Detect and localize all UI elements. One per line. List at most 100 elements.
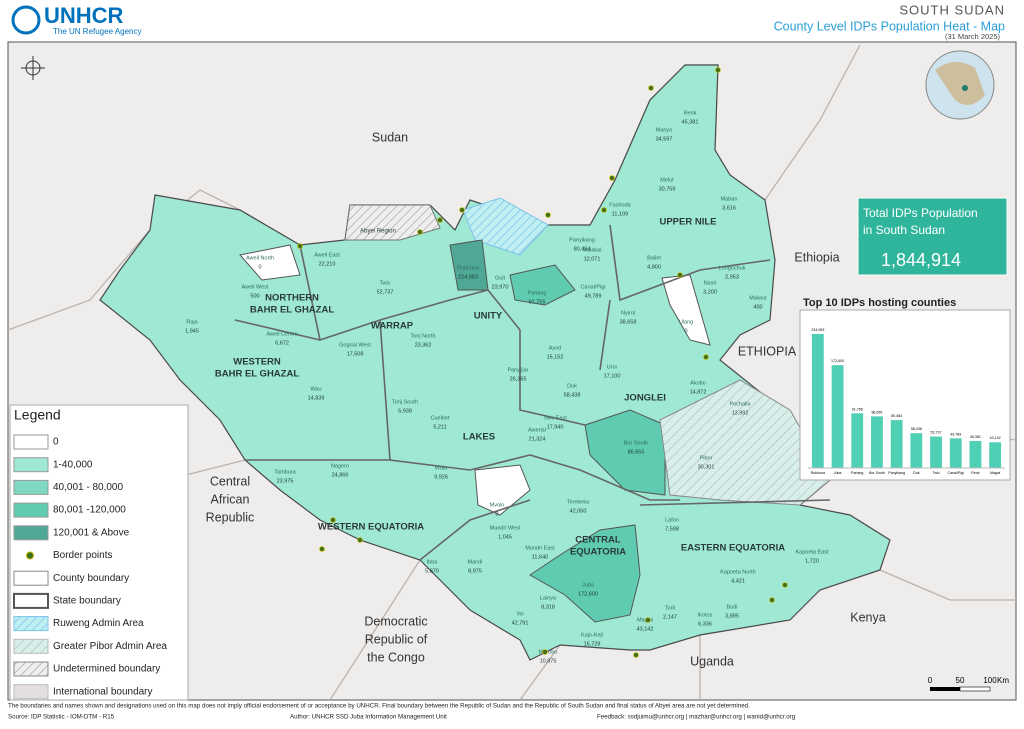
county-name: Pochalla: [729, 401, 751, 407]
legend-label: Border points: [53, 550, 112, 561]
border-point: [633, 652, 639, 658]
border-point: [601, 207, 607, 213]
county-value: 30,301: [698, 464, 715, 470]
county-name: Nasir: [704, 280, 717, 286]
source: Source: IDP Statistic - IOM-DTM - R15: [8, 714, 115, 721]
county-name: Aweil Centre: [266, 331, 297, 337]
legend-swatch: [13, 661, 49, 677]
compass: [21, 56, 45, 80]
state-label: WESTERN EQUATORIA: [318, 522, 424, 533]
x-tick-label: Panyikang: [888, 471, 905, 475]
county-name: Kapoeta North: [720, 569, 755, 575]
county-value: 22,210: [319, 261, 336, 267]
county-value: 6,672: [275, 340, 289, 346]
scale-label: 50: [956, 676, 965, 685]
border-point: [417, 229, 423, 235]
county-name: Ayod: [549, 345, 561, 351]
abyei-area: [344, 204, 441, 241]
bar: [949, 438, 962, 468]
county-name: Lainya: [540, 595, 557, 601]
x-tick-label: Canal/Pigi: [948, 471, 965, 475]
legend-label: County boundary: [53, 573, 129, 584]
state-label: BAHR EL GHAZAL: [250, 305, 334, 316]
locator-africa: [935, 61, 985, 105]
state-label: UPPER NILE: [659, 217, 716, 228]
county-mid: [509, 264, 576, 306]
bar-value-label: 58,438: [911, 427, 922, 431]
country-label: Democratic: [364, 614, 427, 628]
county-value: 21,324: [529, 436, 546, 442]
bar-value-label: 52,737: [931, 431, 942, 435]
county-name: Aweil West: [241, 284, 268, 290]
county-value: 5,211: [433, 424, 446, 430]
border-point: [609, 175, 615, 181]
county-name: Panyikang: [569, 237, 595, 243]
county-value: 23,970: [492, 284, 509, 290]
county-value: 5,938: [398, 408, 412, 414]
legend-label: 40,001 - 80,000: [53, 482, 123, 493]
county-value: 91,755: [529, 299, 546, 305]
county-value: 15,728: [584, 641, 601, 647]
bar: [890, 420, 903, 468]
county-mid: [584, 409, 666, 496]
logo-tagline: The UN Refugee Agency: [53, 27, 142, 36]
country-label: ETHIOPIA: [738, 344, 797, 358]
legend-label: State boundary: [53, 596, 121, 607]
county-value: 6,336: [698, 621, 712, 627]
county-name: Mvolo: [490, 502, 505, 508]
country-label: Central: [210, 474, 250, 488]
state-label: Abyei Region: [360, 229, 396, 235]
x-tick-label: Renk: [971, 471, 980, 475]
bar-value-label: 49,789: [950, 432, 961, 436]
county-name: Guit: [495, 275, 506, 281]
scale-bar: [959, 686, 991, 692]
bar: [989, 442, 1002, 468]
county-name: Renk: [684, 110, 697, 116]
county-value: 8,975: [468, 568, 482, 574]
legend-swatch: [13, 434, 49, 450]
total-label: Total IDPs Population: [863, 206, 978, 220]
county-value: 34,597: [656, 136, 673, 142]
border-point: [545, 212, 551, 218]
county-name: Canal/Pigi: [580, 284, 605, 290]
county-name: Duk: [567, 383, 577, 389]
county-name: Kajo-Keji: [581, 632, 603, 638]
scale-label: 100: [983, 676, 997, 685]
bar-value-label: 45,381: [970, 435, 981, 439]
total-value: 1,844,914: [881, 250, 961, 270]
state-label: EASTERN EQUATORIA: [681, 543, 785, 554]
logo-emblem: [11, 5, 41, 35]
border-point: [297, 243, 303, 249]
county-value: 23,975: [277, 478, 294, 484]
county-name: Aweil North: [246, 255, 274, 261]
scale-label: 0: [928, 676, 933, 685]
legend-swatch: [13, 457, 49, 473]
county-name: Baliet: [647, 255, 661, 261]
bar: [811, 333, 824, 468]
bar-value-label: 86,655: [871, 410, 882, 414]
legend-swatch: [13, 616, 49, 632]
county-name: Terekeka: [567, 499, 590, 505]
county-value: 24,866: [332, 472, 349, 478]
county-name: Tambura: [274, 469, 296, 475]
county-name: Wau: [310, 386, 321, 392]
author: Author: UNHCR SSD Juba Information Manag…: [290, 714, 447, 721]
x-tick-label: Juba: [834, 471, 842, 475]
county-high: [529, 524, 641, 623]
border-point: [715, 67, 721, 73]
county-value: 86,655: [628, 449, 645, 455]
x-tick-label: Bor South: [869, 471, 885, 475]
border-point: [319, 546, 325, 552]
x-tick-label: Rubkona: [811, 471, 825, 475]
county-value: 3,616: [722, 205, 736, 211]
county-value: 4,421: [731, 578, 745, 584]
county-name: Nyirol: [621, 310, 635, 316]
border-point: [677, 272, 683, 278]
scale-bar: [930, 687, 960, 691]
x-tick-label: Twic: [932, 471, 939, 475]
bar: [851, 413, 864, 468]
legend-swatch: [13, 570, 49, 586]
legend-label: 1-40,000: [53, 459, 93, 470]
county-name: Gogrial West: [339, 342, 371, 348]
state-label: JONGLEI: [624, 393, 666, 404]
